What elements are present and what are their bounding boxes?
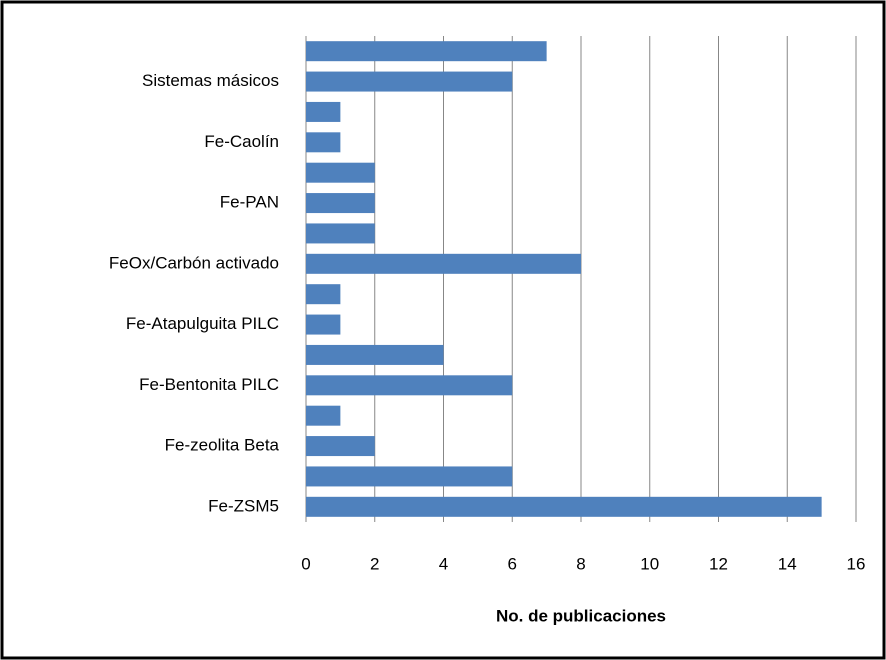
bar [306,314,341,335]
x-tick-label: 0 [301,554,310,573]
bar [306,496,822,517]
y-tick-label: Sistemas másicos [142,71,279,90]
x-axis-label: No. de publicaciones [496,606,666,625]
bar [306,41,547,62]
bar [306,253,581,274]
bar [306,193,375,214]
x-tick-label: 8 [576,554,585,573]
bar [306,223,375,244]
bar [306,466,513,487]
x-tick-label: 16 [847,554,866,573]
y-tick-label: FeOx/Carbón activado [109,253,279,272]
x-tick-label: 12 [709,554,728,573]
bar [306,436,375,457]
x-tick-label: 2 [370,554,379,573]
bar [306,162,375,183]
bar [306,71,513,92]
x-tick-label: 6 [508,554,517,573]
bar [306,405,341,426]
bar [306,132,341,153]
x-tick-label: 4 [439,554,448,573]
x-tick-label: 14 [778,554,797,573]
bar [306,284,341,305]
y-tick-label: Fe-Bentonita PILC [139,375,279,394]
bar [306,375,513,396]
bar [306,344,444,365]
y-tick-label: Fe-Caolín [204,132,279,151]
y-tick-label: Fe-zeolita Beta [165,436,280,455]
y-tick-label: Fe-Atapulguita PILC [126,314,279,333]
x-tick-label: 10 [640,554,659,573]
bar [306,101,341,122]
y-tick-label: Fe-ZSM5 [208,496,279,515]
y-tick-label: Fe-PAN [220,193,279,212]
